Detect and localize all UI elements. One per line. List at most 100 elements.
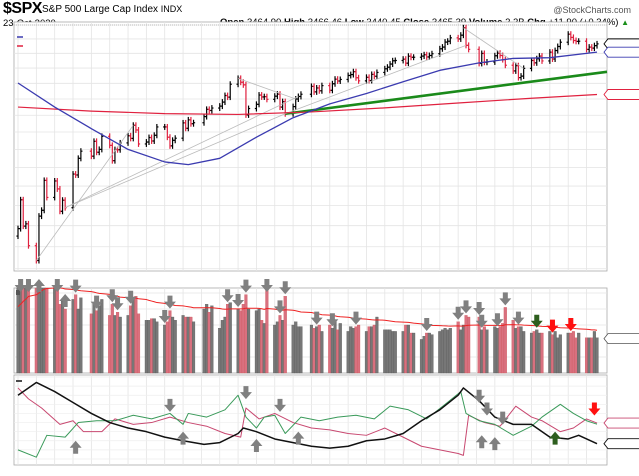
volume-bar bbox=[427, 332, 431, 374]
volume-bar bbox=[95, 310, 99, 374]
volume-bar bbox=[309, 324, 313, 374]
arrow-down-icon bbox=[420, 318, 433, 331]
volume-bar bbox=[540, 332, 544, 374]
volume-bar bbox=[126, 315, 130, 374]
volume-bar bbox=[71, 299, 75, 374]
volume-bar bbox=[220, 320, 224, 374]
volume-bar bbox=[558, 334, 562, 374]
arrow-down-icon bbox=[473, 389, 486, 403]
volume-bar bbox=[76, 308, 80, 374]
volume-bar bbox=[569, 332, 573, 374]
volume-bar bbox=[330, 328, 334, 374]
arrow-down-icon bbox=[274, 398, 286, 412]
volume-bar bbox=[254, 310, 258, 374]
arrow-down-icon bbox=[163, 398, 176, 412]
volume-bar bbox=[218, 328, 222, 374]
ohlc-bar bbox=[430, 50, 434, 59]
ohlc-bar bbox=[299, 91, 303, 100]
arrow-down-icon bbox=[279, 281, 292, 295]
volume-bar bbox=[294, 321, 298, 374]
arrow-down-icon bbox=[158, 310, 171, 323]
volume-bar bbox=[448, 328, 452, 374]
volume-bar bbox=[273, 324, 277, 374]
volume-bar bbox=[370, 326, 374, 374]
arrow-up-icon bbox=[549, 431, 562, 445]
volume-bar bbox=[100, 299, 104, 374]
arrow-down-icon bbox=[499, 292, 512, 306]
volume-bar bbox=[79, 297, 83, 374]
volume-bar bbox=[291, 324, 295, 374]
arrow-up-icon bbox=[488, 437, 501, 451]
symbol-title: $SPX bbox=[3, 0, 42, 17]
ohlc-bar bbox=[228, 81, 232, 101]
volume-bar bbox=[346, 331, 350, 374]
volume-bar bbox=[315, 326, 319, 374]
arrow-down-icon bbox=[163, 295, 176, 309]
arrow-down-icon bbox=[274, 300, 286, 314]
arrow-up-icon bbox=[177, 431, 190, 445]
volume-bar bbox=[493, 326, 497, 374]
volume-bar bbox=[275, 321, 279, 374]
volume-bar bbox=[495, 328, 500, 374]
volume-bar bbox=[210, 305, 214, 374]
volume-bar bbox=[383, 329, 387, 374]
volume-bar bbox=[260, 320, 264, 374]
volume-bar bbox=[537, 332, 541, 374]
volume-bar bbox=[110, 304, 114, 374]
volume-bar bbox=[262, 323, 266, 374]
trendline bbox=[285, 70, 608, 116]
arrow-down-icon bbox=[588, 402, 601, 416]
arrow-down-icon bbox=[232, 294, 245, 307]
volume-bar bbox=[511, 320, 515, 374]
ohlc-bar bbox=[467, 42, 471, 53]
adx-value-tag bbox=[603, 417, 639, 429]
arrow-down-icon bbox=[491, 313, 504, 327]
arrow-down-icon bbox=[452, 306, 465, 320]
volume-bar bbox=[317, 324, 321, 374]
arrow-down-icon bbox=[51, 279, 64, 292]
ohlc-bar bbox=[393, 57, 397, 64]
adx-value-tag bbox=[603, 438, 639, 450]
volume-bar bbox=[498, 326, 502, 374]
volume-bar bbox=[173, 320, 177, 374]
trendline bbox=[36, 125, 134, 261]
volume-bar bbox=[385, 329, 389, 374]
volume-bar bbox=[226, 304, 230, 374]
volume-bar bbox=[155, 321, 159, 374]
ohlc-bar bbox=[558, 39, 562, 50]
arrow-up-icon bbox=[475, 435, 488, 449]
ohlc-bar bbox=[246, 105, 251, 118]
volume-bar bbox=[422, 336, 426, 374]
volume-bar bbox=[202, 308, 206, 374]
volume-bar bbox=[440, 329, 444, 374]
volume-bar bbox=[189, 316, 193, 374]
volume-bar bbox=[375, 316, 379, 374]
arrow-down-icon bbox=[124, 290, 137, 304]
adx-value-tag-box bbox=[603, 417, 639, 429]
ohlc-bar bbox=[320, 82, 324, 94]
adx-value-tag-box bbox=[603, 438, 639, 450]
exchange-label: INDX bbox=[160, 4, 183, 14]
volume-bar bbox=[535, 329, 539, 374]
volume-bar bbox=[147, 320, 151, 374]
minus-di-line bbox=[17, 387, 598, 456]
volume-bar bbox=[283, 296, 287, 374]
plus-di-line bbox=[17, 391, 598, 458]
volume-bar bbox=[464, 315, 468, 374]
ohlc-bar bbox=[338, 76, 342, 84]
arrow-down-icon bbox=[14, 279, 27, 292]
volume-bar bbox=[595, 337, 599, 374]
volume-bar bbox=[328, 324, 332, 374]
volume-bar bbox=[97, 305, 101, 374]
ohlc-bar bbox=[26, 220, 31, 249]
volume-bar bbox=[236, 308, 240, 374]
volume-bar bbox=[134, 296, 138, 374]
arrow-up-icon bbox=[32, 279, 45, 292]
arrow-down-icon bbox=[239, 386, 252, 400]
volume-bar bbox=[503, 307, 507, 374]
volume-bar bbox=[152, 318, 156, 374]
volume-bar bbox=[391, 331, 395, 374]
ohlc-bar bbox=[595, 40, 599, 49]
arrow-down-icon bbox=[22, 279, 35, 292]
volume-bar bbox=[89, 313, 93, 374]
